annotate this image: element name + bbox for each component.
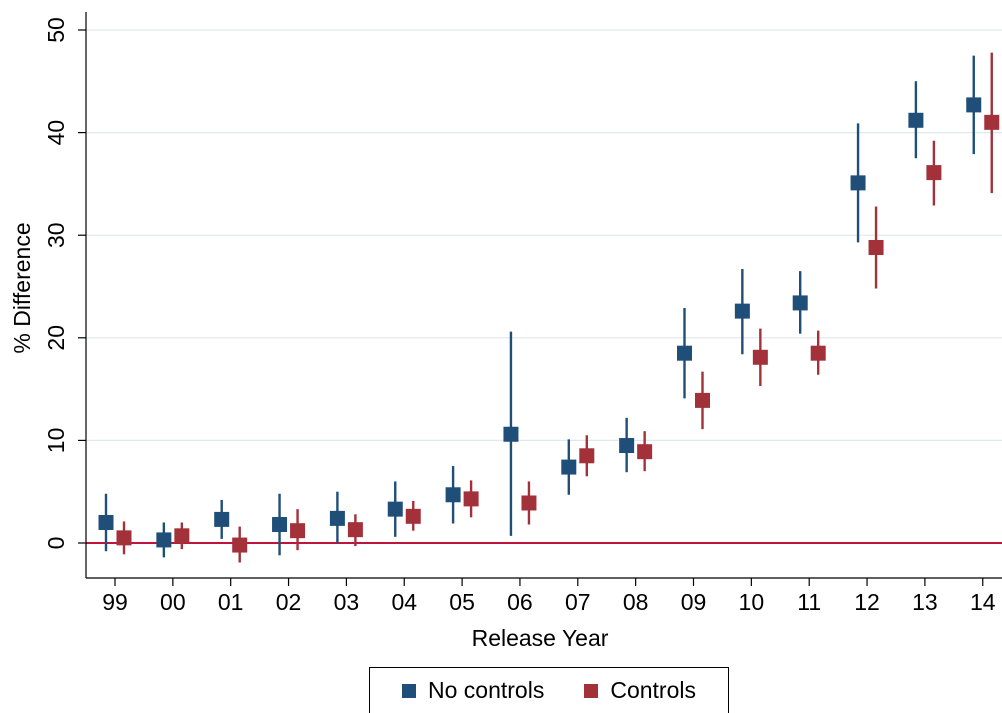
legend-swatch-controls — [584, 683, 599, 698]
y-tick-label-30: 30 — [43, 222, 69, 248]
axes: 0 10 20 30 40 50 99 00 01 02 03 04 05 06 07 08 09 10 11 12 1… — [43, 12, 1002, 615]
point-08 — [619, 438, 635, 454]
legend-item-no-controls: No controls — [402, 677, 544, 704]
y-tick-label-20: 20 — [43, 325, 69, 351]
point-13 — [908, 112, 924, 128]
chart: 0 10 20 30 40 50 99 00 01 02 03 04 05 06 07 08 09 10 11 12 1… — [9, 12, 1002, 651]
point-01 — [214, 511, 230, 527]
point-99 — [116, 530, 132, 546]
point-99 — [98, 514, 114, 530]
point-05 — [445, 487, 461, 503]
x-tick-label-12: 12 — [854, 589, 880, 615]
legend-label-controls: Controls — [610, 677, 696, 703]
x-tick-label-14: 14 — [970, 589, 996, 615]
point-08 — [637, 444, 653, 460]
point-04 — [405, 508, 421, 524]
point-12 — [850, 175, 866, 191]
point-04 — [387, 501, 403, 517]
legend-label-no-controls: No controls — [428, 677, 545, 703]
x-axis-title: Release Year — [472, 625, 609, 651]
x-tick-label-08: 08 — [623, 589, 649, 615]
legend: No controls Controls — [369, 667, 729, 713]
point-02 — [272, 517, 288, 533]
point-10 — [752, 349, 768, 365]
y-tick-label-10: 10 — [43, 428, 69, 454]
series-no-controls — [98, 55, 982, 558]
x-tick-label-05: 05 — [449, 589, 475, 615]
point-09 — [677, 345, 692, 361]
legend-item-controls: Controls — [584, 677, 696, 704]
x-tick-label-09: 09 — [681, 589, 707, 615]
point-07 — [561, 459, 577, 475]
x-tick-label-04: 04 — [391, 589, 417, 615]
x-tick-label-10: 10 — [739, 589, 765, 615]
point-05 — [463, 491, 479, 507]
point-02 — [290, 523, 306, 539]
point-06 — [503, 426, 519, 442]
y-tick-label-50: 50 — [43, 17, 69, 43]
point-10 — [734, 303, 750, 319]
point-14 — [966, 97, 982, 113]
point-09 — [695, 392, 710, 408]
x-tick-label-07: 07 — [565, 589, 591, 615]
x-tick-label-99: 99 — [102, 589, 128, 615]
x-tick-label-02: 02 — [276, 589, 302, 615]
x-tick-label-13: 13 — [912, 589, 938, 615]
gridlines — [86, 29, 1002, 441]
x-tick-label-01: 01 — [218, 589, 244, 615]
point-03 — [347, 522, 363, 538]
point-14 — [984, 114, 1000, 130]
point-11 — [810, 345, 826, 361]
x-tick-label-06: 06 — [507, 589, 533, 615]
point-00 — [156, 532, 172, 548]
y-tick-label-0: 0 — [43, 537, 69, 550]
point-01 — [232, 537, 248, 553]
data-marks — [98, 52, 1000, 563]
x-tick-label-11: 11 — [797, 589, 821, 615]
x-tick-label-00: 00 — [160, 589, 186, 615]
y-axis-title: % Difference — [9, 222, 35, 353]
point-00 — [174, 528, 190, 544]
point-13 — [926, 165, 942, 181]
series-controls — [116, 52, 1000, 563]
point-07 — [579, 448, 595, 464]
point-12 — [868, 240, 884, 256]
point-06 — [521, 495, 537, 511]
point-11 — [792, 295, 808, 311]
point-03 — [329, 510, 345, 526]
x-tick-label-03: 03 — [334, 589, 360, 615]
legend-swatch-no-controls — [402, 683, 416, 698]
y-tick-label-40: 40 — [43, 120, 69, 146]
